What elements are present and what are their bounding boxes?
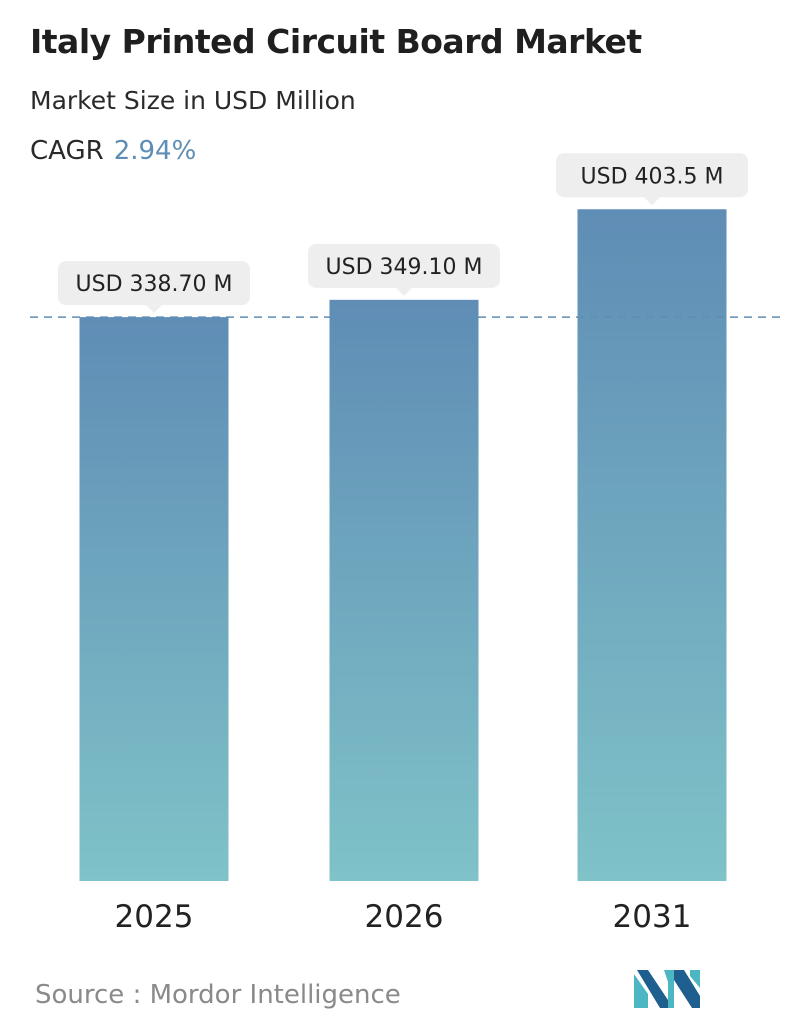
mordor-intelligence-logo-icon bbox=[634, 970, 700, 1008]
callout-box bbox=[556, 153, 748, 198]
data-label-callout: USD 403.5 M bbox=[556, 153, 748, 206]
tick-label-2025: 2025 bbox=[115, 899, 194, 935]
logo-shape-3 bbox=[664, 970, 674, 1008]
bar-2031 bbox=[577, 209, 727, 882]
chart-title: Italy Printed Circuit Board Market bbox=[30, 22, 642, 61]
callout-pointer bbox=[146, 305, 162, 314]
callout-pointer bbox=[644, 197, 660, 206]
callout-pointer bbox=[396, 287, 412, 296]
logo-shape-4 bbox=[674, 970, 700, 1008]
bar-2025 bbox=[79, 317, 229, 882]
bar-2026 bbox=[329, 299, 479, 881]
data-label-callout: USD 338.70 M bbox=[58, 261, 250, 314]
logo-shape-2 bbox=[637, 970, 668, 1008]
cagr-value: 2.94% bbox=[113, 136, 197, 166]
cagr-label: CAGR bbox=[30, 136, 104, 166]
logo-shape-5 bbox=[690, 970, 700, 988]
source-note: Source : Mordor Intelligence bbox=[35, 980, 401, 1010]
data-label: USD 338.70 M bbox=[76, 272, 233, 297]
cagr-row: CAGR 2.94% bbox=[30, 136, 196, 166]
callout-box bbox=[58, 261, 250, 306]
tick-label-2031: 2031 bbox=[613, 899, 692, 935]
chart-subtitle: Market Size in USD Million bbox=[30, 86, 356, 115]
tick-label-2026: 2026 bbox=[365, 899, 444, 935]
data-label-callout: USD 349.10 M bbox=[308, 243, 500, 296]
callout-box bbox=[308, 243, 500, 288]
logo-shape-1 bbox=[634, 974, 648, 1008]
data-label: USD 403.5 M bbox=[581, 164, 724, 189]
data-label: USD 349.10 M bbox=[326, 255, 483, 280]
